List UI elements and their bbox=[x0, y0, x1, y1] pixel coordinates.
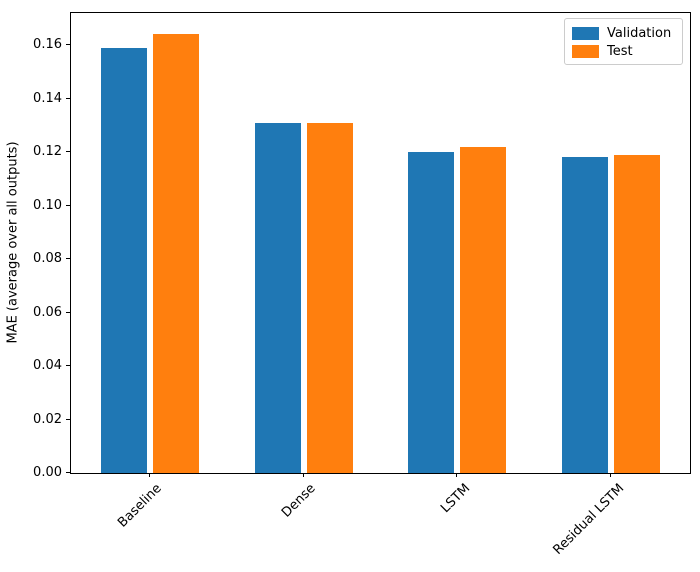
legend-swatch-validation-icon bbox=[572, 26, 599, 40]
y-tick-label: 0.10 bbox=[33, 197, 62, 213]
y-tick-label: 0.06 bbox=[33, 304, 62, 320]
y-tick-label: 0.00 bbox=[33, 465, 62, 480]
bar-test-lstm bbox=[460, 147, 507, 473]
legend-label-test: Test bbox=[607, 43, 633, 59]
y-tick-label: 0.04 bbox=[33, 358, 62, 374]
bar-validation-lstm bbox=[408, 152, 455, 473]
y-tick-mark bbox=[66, 97, 70, 99]
plot-area bbox=[70, 12, 691, 474]
y-tick-mark bbox=[66, 44, 70, 46]
bar-test-residual-lstm bbox=[614, 155, 661, 473]
y-tick-mark bbox=[66, 204, 70, 206]
legend-swatch-test-icon bbox=[572, 44, 599, 58]
bar-validation-dense bbox=[254, 123, 301, 473]
y-tick-mark bbox=[66, 418, 70, 420]
y-tick-label: 0.16 bbox=[33, 37, 62, 53]
y-tick-label: 0.12 bbox=[33, 144, 62, 160]
x-tick-label-lstm: LSTM bbox=[437, 481, 474, 517]
bar-validation-residual-lstm bbox=[562, 157, 609, 473]
legend: Validation Test bbox=[564, 18, 683, 65]
x-tick-label-baseline: Baseline bbox=[115, 481, 166, 531]
legend-item-validation: Validation bbox=[565, 24, 682, 42]
x-tick-mark bbox=[148, 473, 150, 477]
y-tick-label: 0.08 bbox=[33, 251, 62, 267]
y-tick-label: 0.14 bbox=[33, 90, 62, 106]
bar-test-baseline bbox=[152, 34, 199, 473]
x-tick-label-residual-lstm: Residual LSTM bbox=[550, 481, 628, 558]
y-tick-mark bbox=[66, 258, 70, 260]
legend-label-validation: Validation bbox=[607, 25, 672, 41]
y-tick-mark bbox=[66, 311, 70, 313]
y-tick-label: 0.02 bbox=[33, 411, 62, 427]
y-tick-mark bbox=[66, 151, 70, 153]
y-tick-mark bbox=[66, 472, 70, 473]
legend-item-test: Test bbox=[565, 42, 682, 60]
x-tick-mark bbox=[456, 473, 458, 477]
x-tick-mark bbox=[302, 473, 304, 477]
y-tick-mark bbox=[66, 365, 70, 367]
x-tick-label-dense: Dense bbox=[279, 481, 320, 521]
bar-test-dense bbox=[306, 123, 353, 473]
bar-validation-baseline bbox=[100, 48, 147, 473]
x-tick-mark bbox=[610, 473, 612, 477]
